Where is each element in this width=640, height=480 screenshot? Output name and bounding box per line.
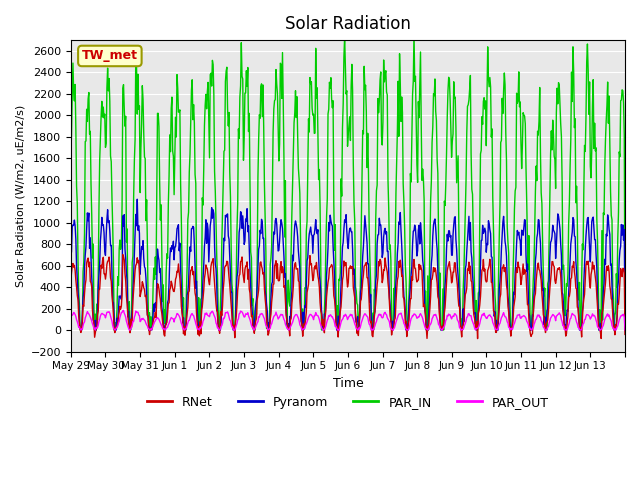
PAR_IN <box>235 126 243 132</box>
Pyranom <box>77 327 84 333</box>
Line: PAR_IN: PAR_IN <box>71 33 625 330</box>
RNet <box>406 306 413 312</box>
RNet <box>67 279 75 285</box>
Pyranom <box>236 229 243 235</box>
RNet <box>437 325 445 331</box>
Pyranom <box>133 196 141 202</box>
PAR_IN <box>67 153 75 158</box>
PAR_IN <box>621 327 629 333</box>
RNet <box>262 303 269 309</box>
PAR_IN <box>438 327 445 333</box>
RNet <box>474 336 481 341</box>
PAR_IN <box>262 249 269 254</box>
Legend: RNet, Pyranom, PAR_IN, PAR_OUT: RNet, Pyranom, PAR_IN, PAR_OUT <box>142 391 554 414</box>
PAR_IN <box>283 323 291 329</box>
PAR_OUT <box>438 327 445 333</box>
RNet <box>235 281 243 287</box>
PAR_IN <box>406 273 413 279</box>
Pyranom <box>284 326 291 332</box>
PAR_OUT <box>236 311 243 317</box>
PAR_OUT <box>77 327 84 333</box>
Line: PAR_OUT: PAR_OUT <box>71 311 625 330</box>
Pyranom <box>263 302 271 308</box>
Pyranom <box>132 223 140 228</box>
PAR_IN <box>132 63 140 69</box>
PAR_OUT <box>67 315 75 321</box>
RNet <box>132 261 140 267</box>
PAR_IN <box>76 327 84 333</box>
PAR_IN <box>410 30 418 36</box>
X-axis label: Time: Time <box>333 377 364 390</box>
Text: TW_met: TW_met <box>82 49 138 62</box>
PAR_OUT <box>284 325 291 331</box>
PAR_OUT <box>133 309 141 315</box>
RNet <box>621 332 629 337</box>
PAR_OUT <box>621 327 629 333</box>
Pyranom <box>406 284 414 290</box>
PAR_OUT <box>263 324 271 329</box>
PAR_OUT <box>120 308 127 313</box>
RNet <box>283 318 291 324</box>
Pyranom <box>67 250 75 256</box>
Pyranom <box>438 327 445 333</box>
Line: RNet: RNet <box>71 254 625 338</box>
Y-axis label: Solar Radiation (W/m2, uE/m2/s): Solar Radiation (W/m2, uE/m2/s) <box>15 105 25 287</box>
Pyranom <box>621 327 629 333</box>
Line: Pyranom: Pyranom <box>71 199 625 330</box>
Title: Solar Radiation: Solar Radiation <box>285 15 411 33</box>
RNet <box>119 252 127 257</box>
PAR_OUT <box>406 319 414 324</box>
